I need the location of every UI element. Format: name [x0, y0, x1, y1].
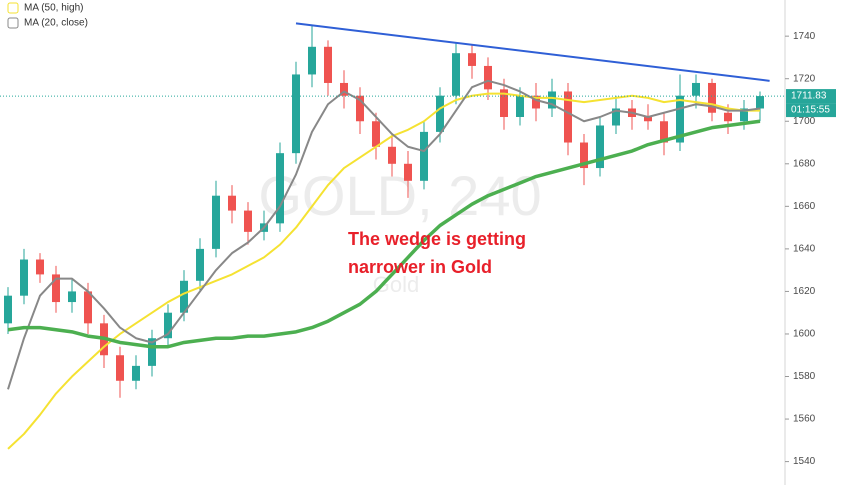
- y-tick-label: 1660: [793, 201, 816, 212]
- candle-body: [676, 95, 684, 143]
- candle-body: [756, 96, 764, 109]
- candle-body: [196, 248, 204, 281]
- candle-body: [36, 259, 44, 275]
- candle-body: [212, 195, 220, 249]
- y-tick-label: 1560: [793, 414, 816, 425]
- candle-body: [420, 131, 428, 181]
- plot-area: [4, 22, 770, 450]
- last-price-box: [786, 89, 836, 104]
- legend-icon[interactable]: [7, 17, 19, 29]
- candle-body: [356, 95, 364, 122]
- candle-body: [228, 195, 236, 211]
- candle-body: [500, 89, 508, 117]
- candle-body: [436, 95, 444, 132]
- candle-body: [276, 153, 284, 224]
- candle-body: [148, 338, 156, 366]
- candle-body: [324, 46, 332, 83]
- candle-body: [68, 291, 76, 303]
- candle-body: [468, 53, 476, 66]
- countdown-box: [786, 103, 836, 118]
- y-tick-label: 1600: [793, 329, 816, 340]
- y-tick-label: 1680: [793, 158, 816, 169]
- y-tick-label: 1540: [793, 456, 816, 467]
- candle-body: [740, 108, 748, 122]
- candle-body: [596, 125, 604, 169]
- candle-body: [580, 142, 588, 169]
- legend-label: MA (20, close): [24, 18, 88, 29]
- countdown-label: 01:15:55: [791, 105, 830, 116]
- legend-label: MA (50, high): [24, 3, 83, 14]
- moving-average: [7, 119, 761, 349]
- candle-body: [564, 91, 572, 143]
- candle-body: [404, 163, 412, 181]
- legend-icon[interactable]: [7, 2, 19, 14]
- watermark: GOLD, 240: [258, 164, 541, 227]
- candle-body: [708, 82, 716, 113]
- moving-average: [7, 79, 761, 390]
- candle-body: [244, 210, 252, 232]
- candle-body: [84, 291, 92, 324]
- candle-body: [548, 91, 556, 109]
- candle-body: [612, 108, 620, 126]
- y-tick-label: 1740: [793, 31, 816, 42]
- candle-body: [484, 65, 492, 90]
- candle-body: [292, 74, 300, 154]
- candle-body: [388, 146, 396, 164]
- y-tick-label: 1700: [793, 116, 816, 127]
- candle-body: [660, 121, 668, 143]
- candle-body: [4, 295, 12, 324]
- y-tick-label: 1720: [793, 73, 816, 84]
- candle-body: [20, 259, 28, 296]
- annotation: narrower in Gold: [348, 257, 492, 277]
- candle-body: [116, 355, 124, 381]
- moving-average: [7, 92, 760, 450]
- candle-body: [52, 274, 60, 303]
- y-tick-label: 1620: [793, 286, 816, 297]
- candle-body: [340, 82, 348, 96]
- annotation: The wedge is getting: [348, 229, 526, 249]
- candle-body: [532, 95, 540, 109]
- trendline: [295, 22, 770, 82]
- candle-body: [516, 95, 524, 117]
- y-tick-label: 1640: [793, 244, 816, 255]
- last-price-label: 1711.83: [791, 91, 827, 102]
- candle-body: [452, 53, 460, 96]
- candle-body: [692, 82, 700, 96]
- candle-body: [644, 116, 652, 122]
- candle-body: [164, 312, 172, 339]
- y-tick-label: 1580: [793, 371, 816, 382]
- candle-body: [308, 46, 316, 75]
- candle-body: [724, 112, 732, 122]
- candle-body: [180, 280, 188, 313]
- candle-body: [372, 121, 380, 147]
- candle-body: [132, 365, 140, 381]
